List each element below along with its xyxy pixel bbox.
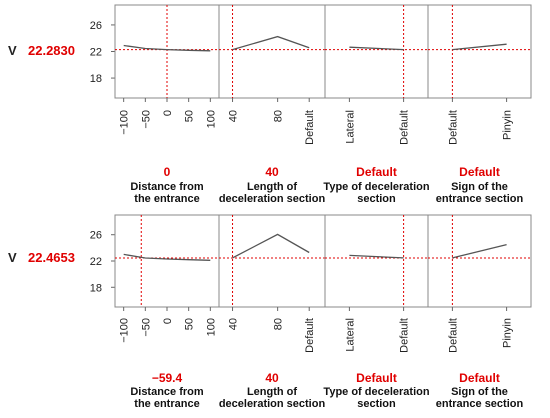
factor-panel: Lateral Default Default Type of deceleratio… <box>323 4 430 205</box>
factor-name: section <box>357 398 396 410</box>
factor-name: Sign of the <box>451 181 508 193</box>
factor-name: section <box>357 193 396 205</box>
response-label: V <box>8 250 17 265</box>
profile-line <box>123 253 211 261</box>
factor-name: Sign of the <box>451 386 508 398</box>
x-tick-label: Pinyin <box>502 110 514 140</box>
x-tick-label: Default <box>304 110 316 145</box>
factor-name: Distance from <box>130 181 204 193</box>
x-tick-label: Default <box>399 110 411 145</box>
profile-line <box>452 243 507 259</box>
factor-setting-value: −59.4 <box>152 371 183 385</box>
factor-name: entrance section <box>436 193 524 205</box>
factor-setting-value: Default <box>459 371 500 385</box>
x-tick-label: 100 <box>205 110 217 128</box>
panel-frame <box>218 214 326 308</box>
x-tick-label: −50 <box>140 318 152 337</box>
x-tick-label: Default <box>399 318 411 353</box>
factor-name: deceleration section <box>219 193 326 205</box>
x-tick-label: Default <box>447 110 459 145</box>
y-tick-label: 18 <box>90 282 102 294</box>
response-value: 22.4653 <box>28 250 75 265</box>
panel-frame <box>427 4 532 99</box>
x-tick-label: 0 <box>162 110 174 116</box>
factor-name: deceleration section <box>219 398 326 410</box>
factor-setting-value: 0 <box>164 165 171 179</box>
factor-name: the entrance <box>134 398 199 410</box>
factor-name: Length of <box>247 181 297 193</box>
x-tick-label: −100 <box>119 110 131 135</box>
x-tick-label: Default <box>447 318 459 353</box>
x-tick-label: 0 <box>162 318 174 324</box>
profile-line <box>123 44 211 52</box>
x-tick-label: Pinyin <box>502 318 514 348</box>
profile-line <box>452 43 507 51</box>
panel-frame <box>427 214 532 308</box>
factor-name: the entrance <box>134 193 199 205</box>
x-tick-label: 100 <box>205 318 217 336</box>
y-tick-label: 26 <box>90 20 102 32</box>
profile-line <box>349 254 404 259</box>
profile-line <box>232 233 310 259</box>
y-tick-label: 18 <box>90 73 102 85</box>
factor-setting-value: Default <box>459 165 500 179</box>
profiler-row: V 22.2830 26 22 18 −100 −50 0 50 100 0 Distance fro… <box>8 4 532 205</box>
factor-name: Length of <box>247 386 297 398</box>
profile-line <box>232 35 310 51</box>
x-tick-label: 50 <box>184 110 196 122</box>
panel-frame <box>114 214 220 308</box>
factor-panel: Default Pinyin Default Sign of theentrance … <box>427 4 532 205</box>
factor-setting-value: Default <box>356 371 397 385</box>
x-tick-label: 50 <box>184 318 196 330</box>
y-tick-label: 26 <box>90 230 102 242</box>
x-tick-label: 80 <box>273 110 285 122</box>
factor-name: entrance section <box>436 398 524 410</box>
x-tick-label: −50 <box>140 110 152 129</box>
x-tick-label: −100 <box>119 318 131 343</box>
factor-setting-value: Default <box>356 165 397 179</box>
panel-frame <box>324 4 429 99</box>
profile-line <box>349 46 404 51</box>
response-value: 22.2830 <box>28 43 75 58</box>
x-tick-label: 40 <box>228 110 240 122</box>
x-tick-label: 40 <box>228 318 240 330</box>
x-tick-label: Default <box>304 318 316 353</box>
panel-frame <box>218 4 326 99</box>
factor-name: Distance from <box>130 386 204 398</box>
factor-name: Type of deceleration <box>323 181 429 193</box>
profiler-row: V 22.4653 26 22 18 −100 −50 0 50 100 −59.4Distance… <box>8 214 532 410</box>
y-tick-label: 22 <box>90 256 102 268</box>
factor-name: Type of deceleration <box>323 386 429 398</box>
panel-frame <box>324 214 429 308</box>
y-tick-label: 22 <box>90 47 102 59</box>
x-tick-label: 80 <box>273 318 285 330</box>
x-tick-label: Lateral <box>344 318 356 352</box>
factor-setting-value: 40 <box>265 165 279 179</box>
factor-setting-value: 40 <box>265 371 279 385</box>
x-tick-label: Lateral <box>344 110 356 144</box>
response-label: V <box>8 43 17 58</box>
